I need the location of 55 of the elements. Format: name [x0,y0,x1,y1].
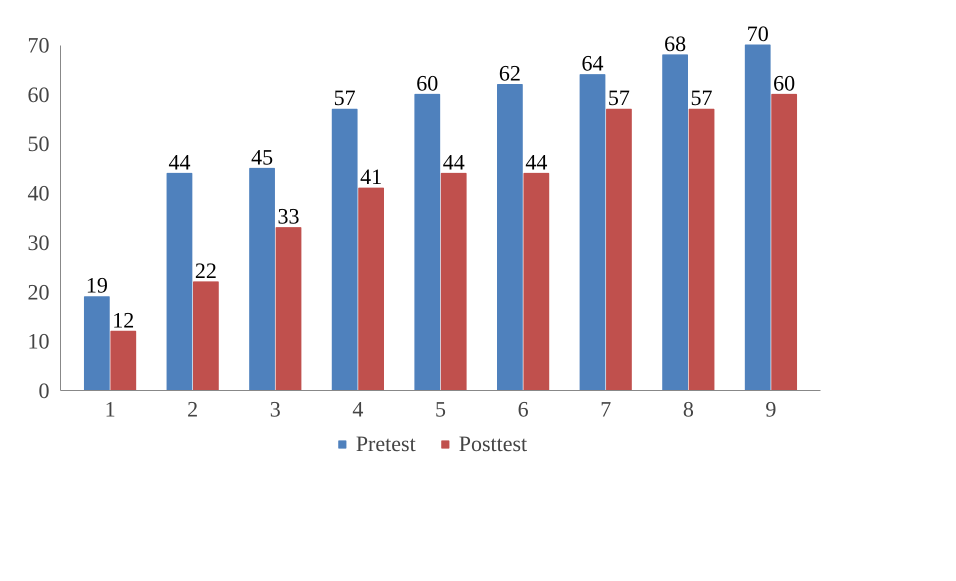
legend-label: Posttest [458,431,528,457]
data-label: 44 [525,149,548,174]
bar [414,94,440,390]
y-tick-label: 60 [28,82,50,107]
bar [440,172,467,390]
bar [358,188,384,390]
data-label: 45 [251,144,274,170]
bar [193,281,219,390]
data-label: 70 [746,21,769,46]
data-label: 12 [112,307,134,332]
data-label: 44 [442,149,465,174]
y-tick-label: 10 [28,328,50,354]
bar [84,296,110,390]
y-tick-label: 50 [28,131,50,156]
bar [580,74,606,390]
x-tick-label: 3 [270,396,281,422]
data-label: 19 [86,272,108,298]
x-tick-label: 1 [104,396,116,422]
bar [662,54,688,390]
bar [276,227,302,390]
data-label: 60 [773,70,796,96]
data-label: 33 [278,204,300,229]
x-tick-label: 9 [765,396,776,422]
y-tick-label: 70 [28,32,50,58]
x-tick-label: 5 [435,396,446,422]
x-tick-label: 7 [600,396,612,422]
data-label: 57 [608,85,630,110]
data-label: 62 [498,60,521,86]
y-tick-label: 30 [28,230,50,255]
bar [166,172,192,390]
x-tick-label: 6 [518,396,529,422]
bar [771,94,798,390]
bar [110,330,136,390]
bar [332,108,358,390]
data-label: 68 [664,30,686,56]
data-label: 64 [582,50,604,76]
bar [249,168,275,390]
bar [606,108,632,390]
legend-label: Pretest [356,431,416,457]
bar [744,44,771,390]
data-label: 57 [690,85,713,110]
x-tick-label: 2 [187,396,198,422]
y-tick-label: 0 [38,378,50,403]
bar [523,172,550,390]
bar [497,84,523,390]
x-tick-label: 8 [682,396,694,422]
x-tick-label: 4 [352,396,364,422]
y-tick-label: 20 [28,279,50,304]
data-label: 60 [416,70,438,96]
data-label: 41 [360,164,382,190]
data-label: 22 [194,258,217,283]
data-label: 57 [334,85,356,110]
y-tick-label: 40 [28,180,50,206]
data-label: 44 [168,149,190,174]
bar [688,108,714,390]
